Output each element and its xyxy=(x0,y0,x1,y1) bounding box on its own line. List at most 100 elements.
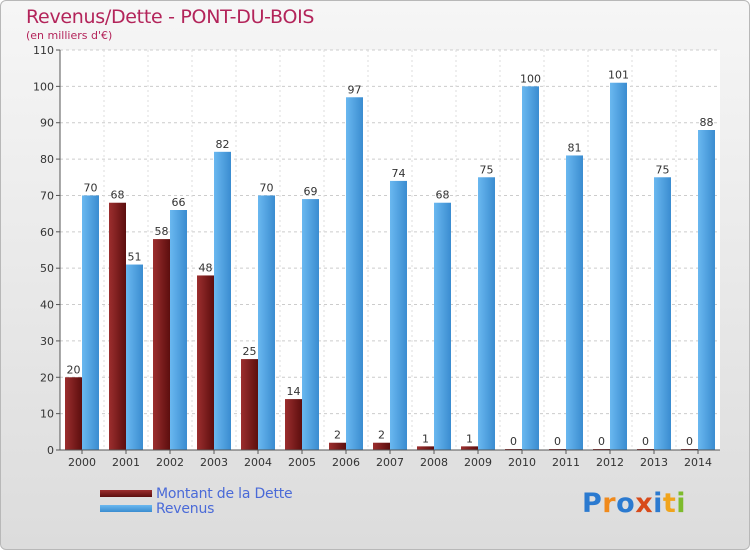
x-tick-label: 2005 xyxy=(288,456,316,469)
debt-value-label: 1 xyxy=(422,432,429,445)
y-tick-label: 100 xyxy=(33,80,54,93)
x-tick-label: 2001 xyxy=(112,456,140,469)
chart-title: Revenus/Dette - PONT-DU-BOIS xyxy=(26,6,315,28)
debt-value-label: 0 xyxy=(554,435,561,448)
revenue-value-label: 100 xyxy=(520,72,541,85)
debt-value-label: 20 xyxy=(67,363,81,376)
legend-label-dette: Montant de la Dette xyxy=(156,485,293,502)
debt-bar xyxy=(109,202,126,450)
revenue-bar xyxy=(522,86,539,450)
revenue-bar xyxy=(170,210,187,450)
legend-item-dette: Montant de la Dette xyxy=(100,485,293,502)
x-tick-label: 2007 xyxy=(376,456,404,469)
logo-letter: t xyxy=(662,488,677,519)
x-tick-label: 2002 xyxy=(156,456,184,469)
x-tick-label: 2003 xyxy=(200,456,228,469)
debt-value-label: 25 xyxy=(243,345,257,358)
revenue-value-label: 101 xyxy=(608,69,629,82)
revenue-value-label: 81 xyxy=(568,141,582,154)
logo-letter: P xyxy=(582,488,603,519)
y-tick-label: 30 xyxy=(40,335,54,348)
legend-swatch-revenus xyxy=(100,505,152,512)
debt-value-label: 0 xyxy=(686,435,693,448)
debt-bar xyxy=(461,446,478,450)
legend-swatch-dette xyxy=(100,490,152,497)
revenue-bar xyxy=(610,82,627,451)
y-tick-label: 0 xyxy=(47,444,54,457)
logo-letter: x xyxy=(635,488,654,519)
revenue-bar xyxy=(698,130,715,450)
revenue-bar xyxy=(478,177,495,451)
legend-label-revenus: Revenus xyxy=(156,500,215,517)
legend-item-revenus: Revenus xyxy=(100,500,292,517)
x-tick-label: 2010 xyxy=(508,456,536,469)
revenue-value-label: 70 xyxy=(260,181,274,194)
x-tick-label: 2011 xyxy=(552,456,580,469)
y-tick-label: 50 xyxy=(40,262,54,275)
revenue-bar xyxy=(654,177,671,451)
x-tick-label: 2000 xyxy=(68,456,96,469)
logo-letter: i xyxy=(676,488,687,519)
debt-value-label: 0 xyxy=(598,435,605,448)
debt-value-label: 48 xyxy=(199,261,213,274)
x-tick-label: 2008 xyxy=(420,456,448,469)
x-tick-label: 2014 xyxy=(684,456,712,469)
debt-value-label: 0 xyxy=(510,435,517,448)
debt-value-label: 14 xyxy=(287,385,301,398)
x-tick-label: 2013 xyxy=(640,456,668,469)
debt-value-label: 2 xyxy=(378,429,385,442)
debt-value-label: 2 xyxy=(334,429,341,442)
logo-letter: r xyxy=(602,488,617,519)
debt-bar xyxy=(285,399,302,450)
x-tick-label: 2006 xyxy=(332,456,360,469)
revenue-value-label: 51 xyxy=(128,251,142,264)
revenue-value-label: 97 xyxy=(348,83,362,96)
revenue-bar xyxy=(566,155,583,451)
x-tick-label: 2004 xyxy=(244,456,272,469)
debt-bar xyxy=(329,442,346,450)
debt-bar xyxy=(417,446,434,450)
revenue-bar xyxy=(390,180,407,450)
revenue-value-label: 82 xyxy=(216,138,230,151)
revenue-value-label: 75 xyxy=(656,163,670,176)
debt-value-label: 58 xyxy=(155,225,169,238)
debt-bar xyxy=(197,275,214,450)
logo-letter: i xyxy=(653,488,663,519)
y-tick-label: 20 xyxy=(40,371,54,384)
y-tick-label: 60 xyxy=(40,226,54,239)
revenue-value-label: 75 xyxy=(480,163,494,176)
debt-bar xyxy=(241,359,258,450)
debt-value-label: 1 xyxy=(466,432,473,445)
debt-value-label: 68 xyxy=(111,189,125,202)
chart-subtitle: (en milliers d'€) xyxy=(26,29,113,42)
y-tick-label: 110 xyxy=(33,44,54,57)
revenue-bar xyxy=(126,264,143,450)
revenue-value-label: 66 xyxy=(172,196,186,209)
revenue-bar xyxy=(258,195,275,450)
debt-value-label: 0 xyxy=(642,435,649,448)
y-tick-label: 10 xyxy=(40,408,54,421)
logo-letter: o xyxy=(616,488,636,519)
debt-bar xyxy=(373,442,390,450)
revenue-value-label: 69 xyxy=(304,185,318,198)
revenue-bar xyxy=(434,202,451,450)
y-tick-label: 40 xyxy=(40,299,54,312)
revenue-bar xyxy=(214,151,231,450)
revenue-value-label: 70 xyxy=(84,181,98,194)
revenue-bar xyxy=(82,195,99,450)
y-tick-label: 80 xyxy=(40,153,54,166)
chart-legend: Montant de la Dette Revenus xyxy=(100,485,293,517)
y-tick-label: 70 xyxy=(40,189,54,202)
x-tick-label: 2009 xyxy=(464,456,492,469)
x-tick-label: 2012 xyxy=(596,456,624,469)
revenue-value-label: 88 xyxy=(700,116,714,129)
revenue-bar xyxy=(302,199,319,450)
debt-bar xyxy=(65,377,82,450)
debt-bar xyxy=(153,239,170,450)
revenue-value-label: 68 xyxy=(436,189,450,202)
y-tick-label: 90 xyxy=(40,117,54,130)
proxiti-logo: Proxiti xyxy=(582,488,686,519)
revenue-bar xyxy=(346,97,363,450)
revenue-value-label: 74 xyxy=(392,167,406,180)
